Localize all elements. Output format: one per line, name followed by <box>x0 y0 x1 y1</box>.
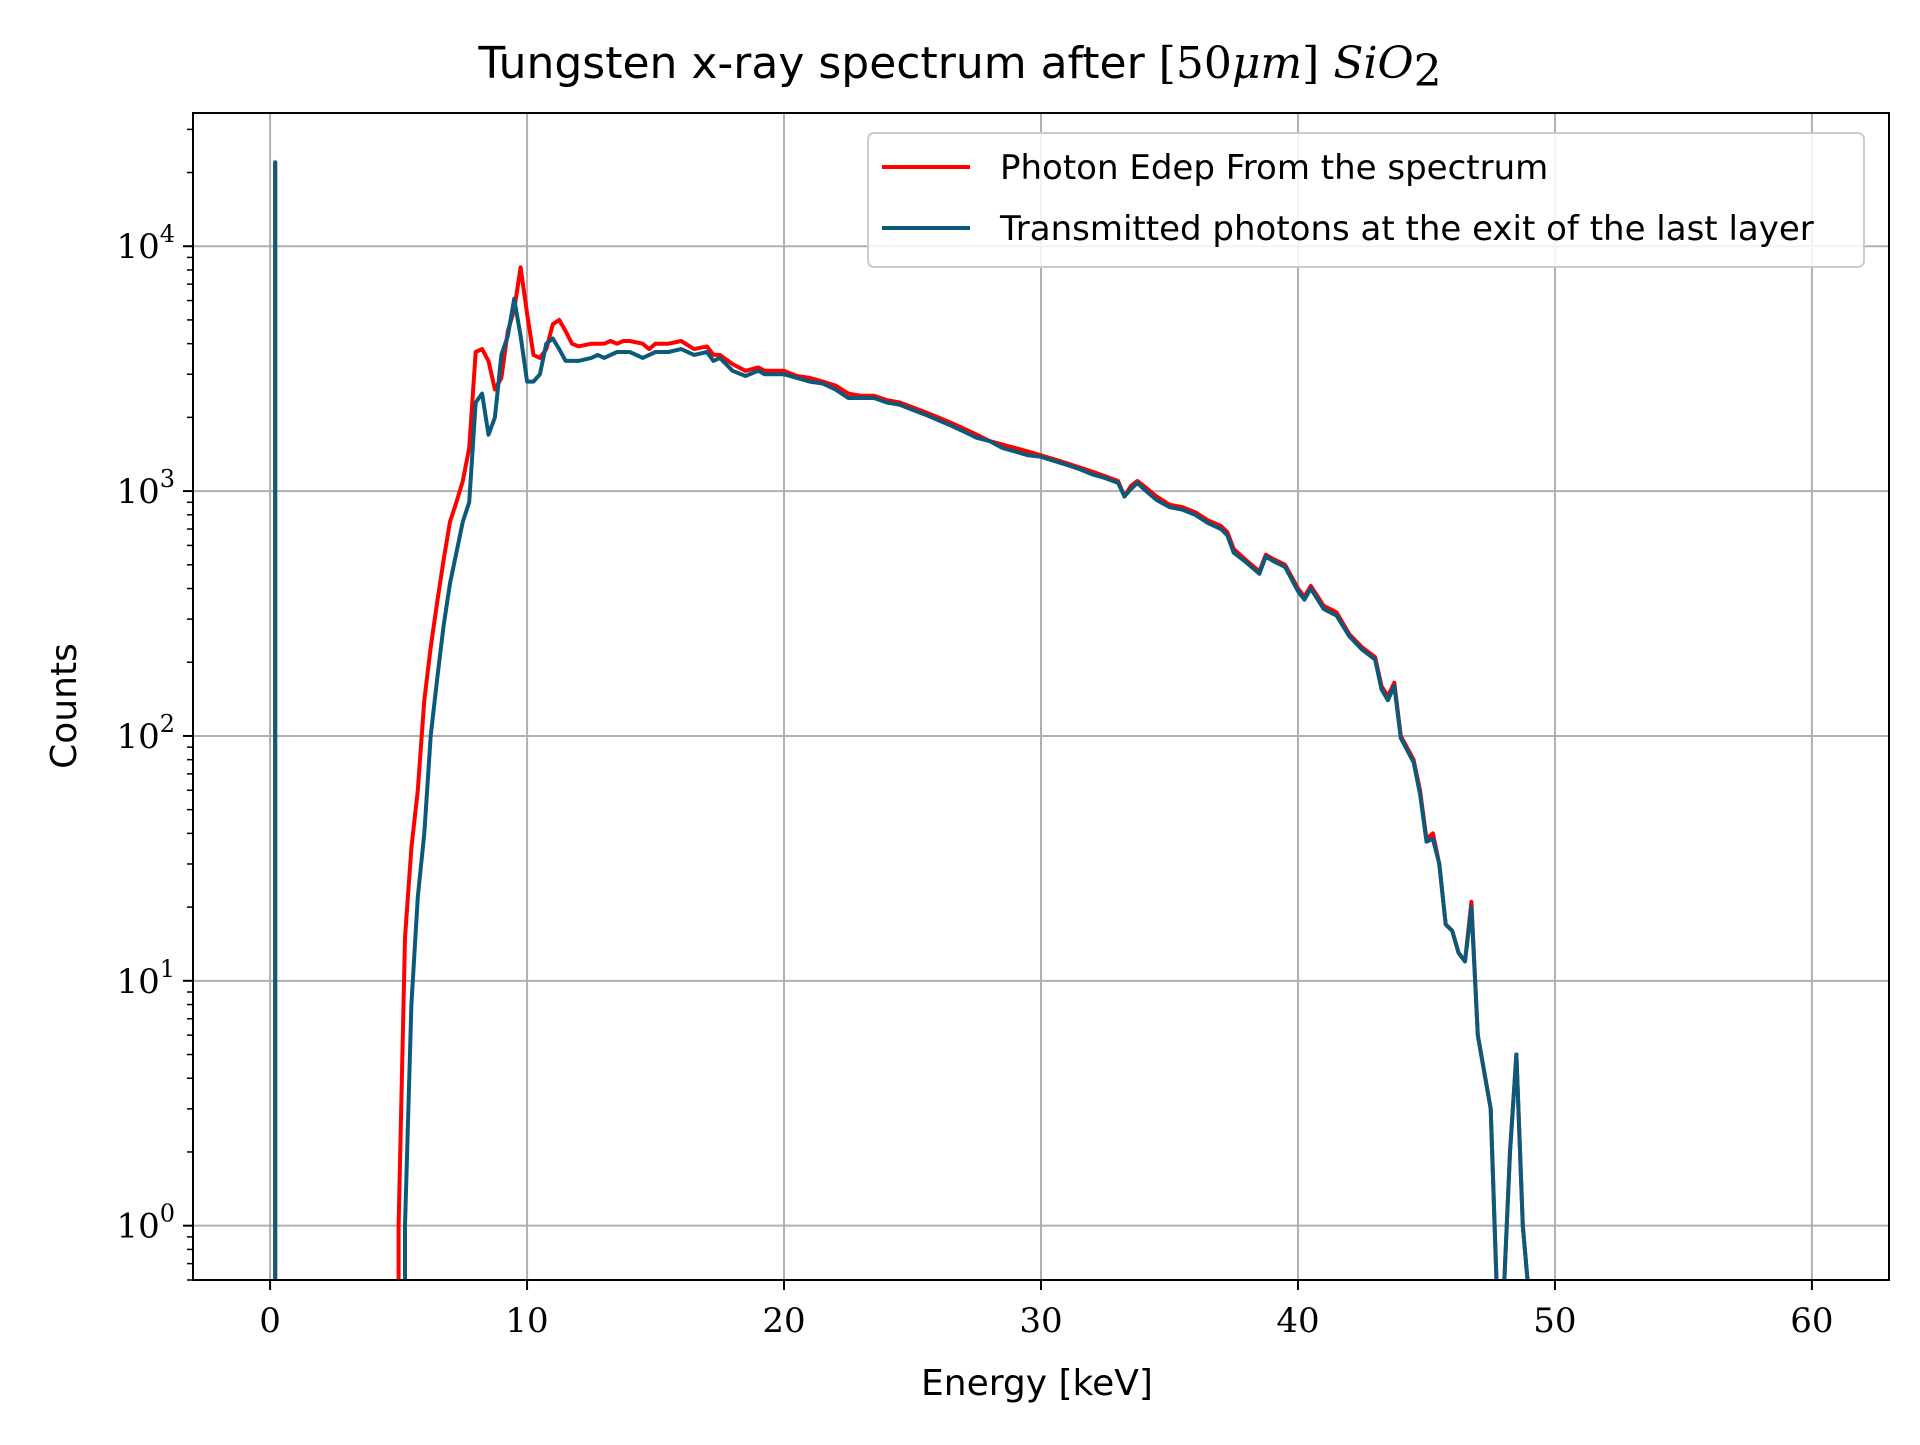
legend: Photon Edep From the spectrum Transmitte… <box>867 132 1865 268</box>
grid-layer <box>193 113 1889 1280</box>
y-axis-label: Counts <box>44 643 85 769</box>
series-line-0 <box>273 160 1530 1280</box>
chart-title-bracket-open: [ <box>1159 38 1176 89</box>
x-tick-label: 50 <box>1533 1301 1576 1341</box>
legend-label-transmitted: Transmitted photons at the exit of the l… <box>999 209 1814 249</box>
series-layer <box>273 160 1530 1280</box>
x-tick-label: 10 <box>505 1301 548 1341</box>
y-tick-label: 102 <box>116 710 175 757</box>
x-tick-label: 30 <box>1019 1301 1062 1341</box>
chart-title-text: Tungsten x-ray spectrum after <box>477 38 1158 89</box>
y-tick-label: 103 <box>116 465 175 512</box>
x-axis-label: Energy [keV] <box>921 1363 1153 1404</box>
y-tick-label: 100 <box>116 1200 175 1247</box>
x-tick-label: 60 <box>1790 1301 1833 1341</box>
chart-title-space <box>1319 38 1333 89</box>
chart-title-bracket-close: ] <box>1302 38 1319 89</box>
series-line-1 <box>273 160 1530 1280</box>
x-tick-label: 40 <box>1276 1301 1319 1341</box>
y-axis-ticks: 100 101 102 103 104 <box>116 128 193 1281</box>
y-tick-label: 101 <box>116 955 175 1002</box>
x-tick-label: 0 <box>259 1301 281 1341</box>
chart-title-subscript: 2 <box>1414 46 1442 97</box>
chart-title-species: SiO <box>1333 38 1413 89</box>
chart-title: Tungsten x-ray spectrum after [50μm] SiO… <box>477 38 1441 97</box>
legend-label-photon-edep: Photon Edep From the spectrum <box>1000 148 1548 188</box>
x-axis-ticks: 0 10 20 30 40 50 60 <box>259 1280 1834 1341</box>
y-tick-label: 104 <box>116 220 175 267</box>
chart-title-unit: μm <box>1232 38 1302 89</box>
legend-box <box>867 132 1865 268</box>
chart-title-thickness: 50 <box>1176 38 1232 89</box>
x-tick-label: 20 <box>762 1301 805 1341</box>
